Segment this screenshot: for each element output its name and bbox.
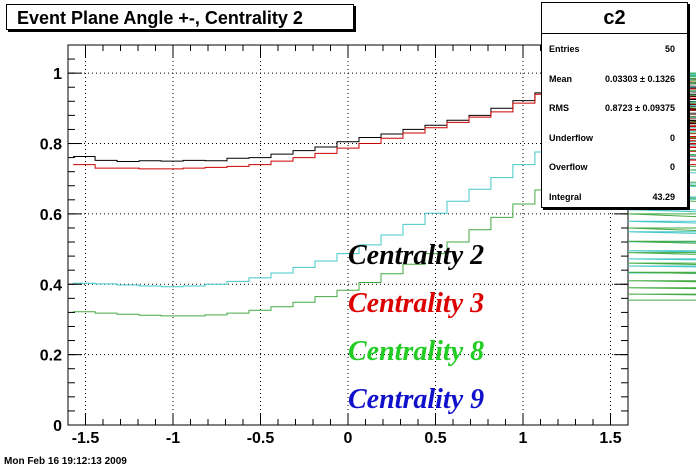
stats-value: 0.8723 ± 0.09375 <box>604 103 675 113</box>
stats-label: Integral <box>549 191 582 202</box>
stats-label: RMS <box>549 103 569 113</box>
stats-label: Mean <box>549 73 573 84</box>
y-tick-label: 0 <box>53 418 62 435</box>
stats-label: Entries <box>549 44 580 54</box>
stats-box: c2 Entries 50 Mean 0.03303 ± 0.1326 RMS … <box>541 2 688 208</box>
x-tick-label: 0 <box>344 430 353 447</box>
stats-value: 0.03303 ± 0.1326 <box>604 73 675 84</box>
stats-name: c2 <box>542 3 687 34</box>
x-tick-label: -1.5 <box>72 430 100 447</box>
stats-value: 0 <box>669 132 675 143</box>
y-tick-label: 1 <box>53 66 62 83</box>
legend-entry-centrality-3: Centrality 3 <box>348 288 485 319</box>
stats-label: Underflow <box>549 132 593 143</box>
stats-row-integral: Integral 43.29 <box>542 182 687 212</box>
stats-row-underflow: Underflow 0 <box>542 123 687 153</box>
x-tick-label: 1 <box>519 430 528 447</box>
y-tick-label: 0.8 <box>40 137 62 154</box>
axes: -1.5 -1 -0.5 0 0.5 1 1.5 0 0.2 0.4 0.6 0.8 1 <box>40 44 629 447</box>
y-tick-label: 0.4 <box>40 277 62 294</box>
x-tick-label: -1 <box>166 430 180 447</box>
timestamp: Mon Feb 16 19:12:13 2009 <box>4 456 127 467</box>
x-tick-label: 1.5 <box>599 430 621 447</box>
x-tick-label: -0.5 <box>247 430 275 447</box>
stats-value: 0 <box>669 162 675 172</box>
y-tick-label: 0.6 <box>40 207 62 224</box>
stats-row-overflow: Overflow 0 <box>542 152 687 182</box>
x-tick-label: 0.5 <box>424 430 446 447</box>
stats-value: 50 <box>664 44 675 54</box>
stats-row-entries: Entries 50 <box>542 34 687 64</box>
chart-title: Event Plane Angle +-, Centrality 2 <box>6 4 354 30</box>
legend-entry-centrality-9: Centrality 9 <box>348 384 485 415</box>
stats-row-rms: RMS 0.8723 ± 0.09375 <box>542 93 687 123</box>
stats-label: Overflow <box>549 162 588 172</box>
stats-value: 43.29 <box>652 191 675 202</box>
stats-row-mean: Mean 0.03303 ± 0.1326 <box>542 64 687 94</box>
legend-entry-centrality-2: Centrality 2 <box>348 240 485 271</box>
y-tick-label: 0.2 <box>40 348 62 365</box>
legend-entry-centrality-8: Centrality 8 <box>348 336 485 367</box>
